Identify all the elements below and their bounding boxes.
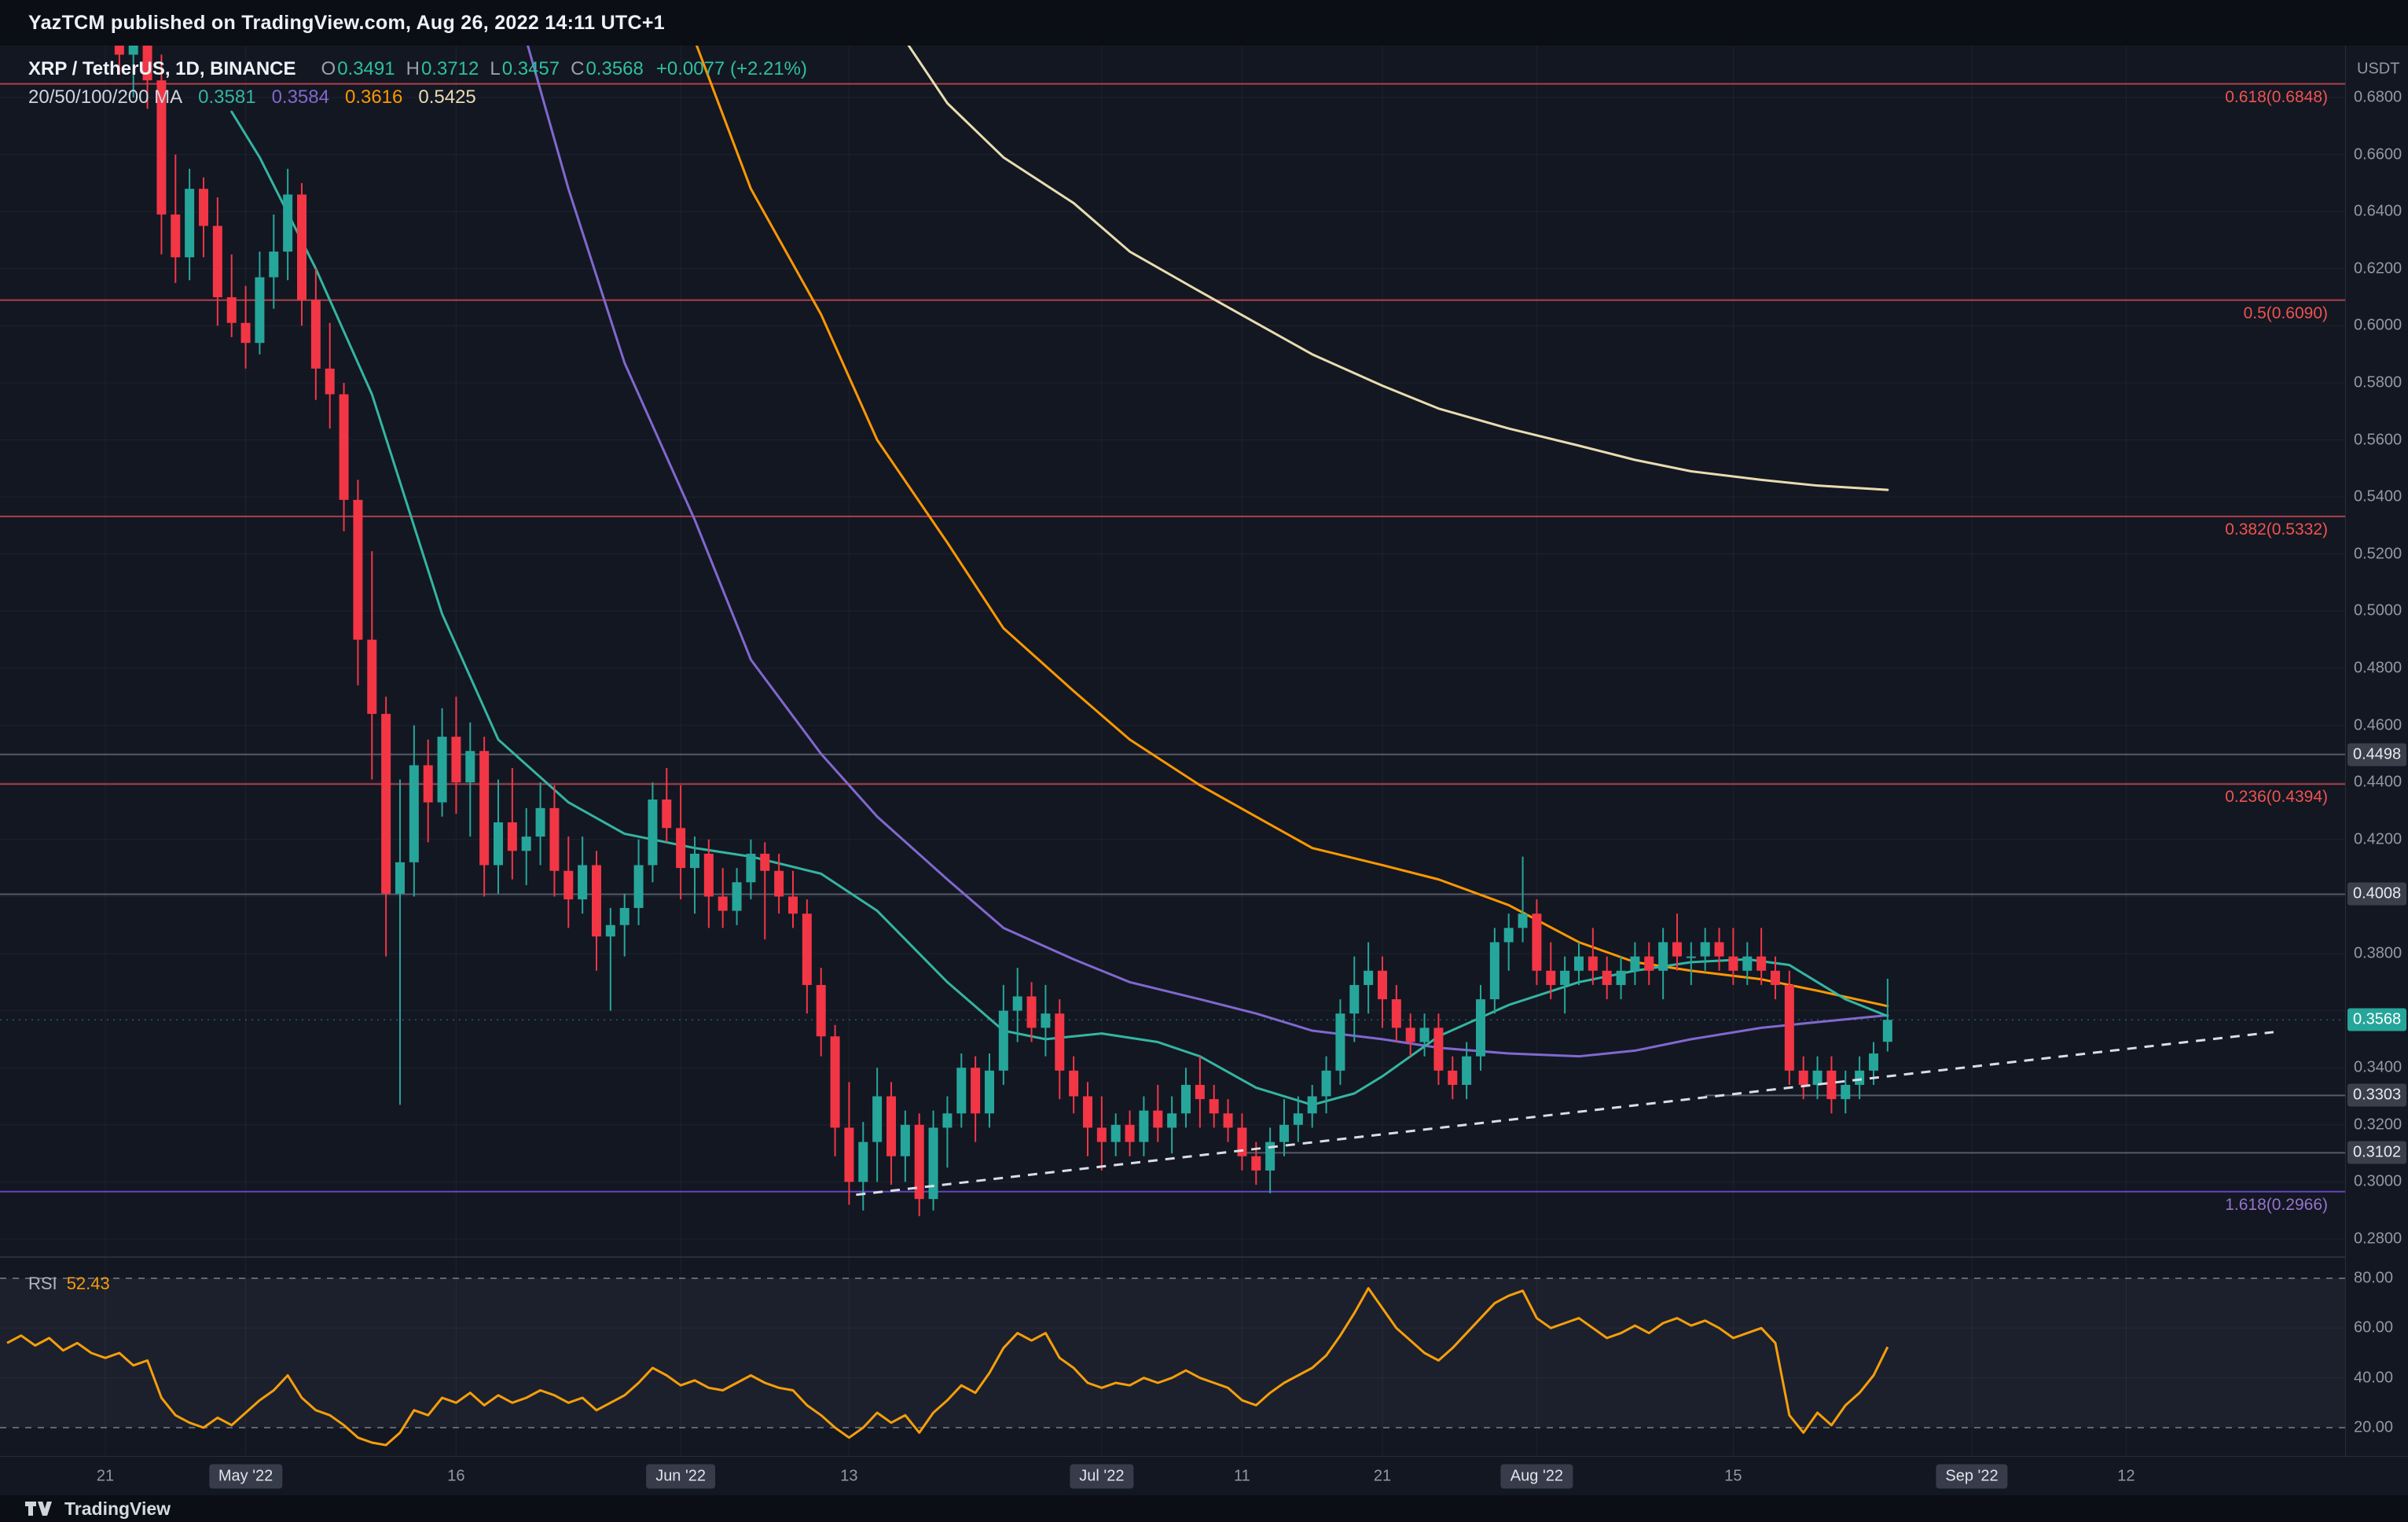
price-tick-label: 0.3200 xyxy=(2354,1116,2402,1134)
ma-legend-value: 0.3581 xyxy=(198,86,256,108)
grid-layer xyxy=(0,46,2345,1456)
price-tick-label: 0.5800 xyxy=(2354,373,2402,392)
horizontal-levels-layer xyxy=(0,753,2345,1154)
time-tick-day: 11 xyxy=(1234,1467,1250,1484)
high-value: 0.3712 xyxy=(420,58,479,79)
ma-legend-value: 0.5425 xyxy=(418,86,476,108)
symbol-legend: XRP / TetherUS, 1D, BINANCE O0.3491 H0.371… xyxy=(28,58,807,80)
tradingview-brand-text[interactable]: TradingView xyxy=(64,1498,171,1519)
ma50-line xyxy=(525,39,1889,1058)
price-tick-label: 0.5600 xyxy=(2354,431,2402,449)
time-tick-month: Jul '22 xyxy=(1070,1464,1134,1488)
ma-legend-value: 0.3584 xyxy=(271,86,329,108)
price-level-box: 0.4498 xyxy=(2347,743,2407,767)
time-tick-month: May '22 xyxy=(208,1464,283,1488)
price-tick-label: 0.6000 xyxy=(2354,316,2402,334)
time-tick-day: 21 xyxy=(96,1467,115,1484)
rsi-tick-label: 20.00 xyxy=(2354,1418,2394,1436)
price-tick-label: 0.2800 xyxy=(2354,1230,2402,1248)
high-label: H xyxy=(406,58,420,79)
fib-level-label: 0.618(0.6848) xyxy=(2225,87,2328,106)
rsi-tick-label: 80.00 xyxy=(2354,1269,2394,1287)
candles-layer xyxy=(114,0,1892,1216)
low-value: 0.3457 xyxy=(501,58,560,79)
time-tick-month: Jun '22 xyxy=(646,1464,716,1488)
rsi-line xyxy=(6,1287,1889,1447)
tradingview-logo-icon[interactable] xyxy=(24,1499,55,1518)
price-scale[interactable]: USDT 0.6800 0.6600 0.6400 0.6200 0.6000 0.580… xyxy=(2345,0,2408,1456)
time-axis[interactable]: 21 May '22 16 Jun '22 13 Jul '22 11 21 Aug '22 15… xyxy=(0,1456,2408,1495)
price-level-box: 0.3102 xyxy=(2347,1141,2407,1164)
price-tick-label: 0.6600 xyxy=(2354,145,2402,164)
rsi-tick-label: 40.00 xyxy=(2354,1369,2394,1387)
price-tick-label: 0.6400 xyxy=(2354,202,2402,220)
rsi-value: 52.43 xyxy=(66,1274,110,1293)
price-tick-label: 0.4200 xyxy=(2354,830,2402,848)
price-level-box: 0.4008 xyxy=(2347,882,2407,906)
fib-level-label: 0.236(0.4394) xyxy=(2225,788,2328,807)
ma200-line xyxy=(904,39,1889,491)
price-level-box: 0.3303 xyxy=(2347,1083,2407,1107)
time-tick-month: Sep '22 xyxy=(1936,1464,2008,1488)
time-tick-day: 15 xyxy=(1724,1467,1742,1484)
ma100-line xyxy=(693,39,1889,1008)
time-tick-day: 13 xyxy=(840,1467,858,1484)
price-tick-label: 0.5000 xyxy=(2354,601,2402,619)
price-tick-label: 0.4800 xyxy=(2354,659,2402,677)
time-tick-month: Aug '22 xyxy=(1500,1464,1573,1488)
time-tick-day: 16 xyxy=(447,1467,465,1484)
rsi-label[interactable]: RSI xyxy=(28,1274,57,1293)
price-tick-label: 0.3000 xyxy=(2354,1172,2402,1190)
price-tick-label: 0.4400 xyxy=(2354,773,2402,791)
header-bar: YazTCM published on TradingView.com, Aug… xyxy=(0,0,2408,46)
fib-level-label: 1.618(0.2966) xyxy=(2225,1195,2328,1214)
fib-lines-layer xyxy=(0,83,2345,1193)
price-tick-label: 0.5200 xyxy=(2354,545,2402,563)
rsi-tick-label: 60.00 xyxy=(2354,1318,2394,1336)
rsi-band-layer xyxy=(0,1278,2345,1428)
rsi-legend: RSI 52.43 xyxy=(28,1274,110,1294)
time-tick-day: 12 xyxy=(2117,1467,2135,1484)
ma-legend-value: 0.3616 xyxy=(344,86,403,108)
price-tick-label: 0.3400 xyxy=(2354,1058,2402,1076)
price-tick-label: 0.4600 xyxy=(2354,716,2402,734)
fib-level-label: 0.382(0.5332) xyxy=(2225,520,2328,539)
low-label: L xyxy=(490,58,501,79)
price-tick-label: 0.3800 xyxy=(2354,944,2402,962)
last-price-box: 0.3568 xyxy=(2347,1008,2407,1031)
close-value: 0.3568 xyxy=(585,58,644,79)
close-label: C xyxy=(571,58,585,79)
main-chart-canvas[interactable] xyxy=(0,0,2345,1456)
time-tick-day: 21 xyxy=(1373,1467,1392,1484)
ascending-trendline[interactable] xyxy=(856,1031,2274,1197)
ma20-line xyxy=(230,110,1889,1106)
ma-legend: 20/50/100/200 MA 0.3581 0.3584 0.3616 0.5425 xyxy=(28,86,476,108)
ma-legend-title[interactable]: 20/50/100/200 MA xyxy=(28,86,183,108)
open-value: 0.3491 xyxy=(337,58,395,79)
open-label: O xyxy=(321,58,336,79)
publication-title: YazTCM published on TradingView.com, Aug… xyxy=(28,11,665,34)
price-tick-label: 0.6200 xyxy=(2354,259,2402,278)
change-value: +0.0077 (+2.21%) xyxy=(655,58,807,79)
symbol-title[interactable]: XRP / TetherUS, 1D, BINANCE xyxy=(28,58,296,79)
price-tick-label: 0.5400 xyxy=(2354,487,2402,505)
ma-legend-values: 0.3581 0.3584 0.3616 0.5425 xyxy=(182,86,476,108)
price-tick-label: 0.6800 xyxy=(2354,88,2402,106)
fib-level-label: 0.5(0.6090) xyxy=(2243,303,2328,322)
footer-bar: TradingView xyxy=(0,1495,2408,1522)
currency-label: USDT xyxy=(2357,60,2400,78)
